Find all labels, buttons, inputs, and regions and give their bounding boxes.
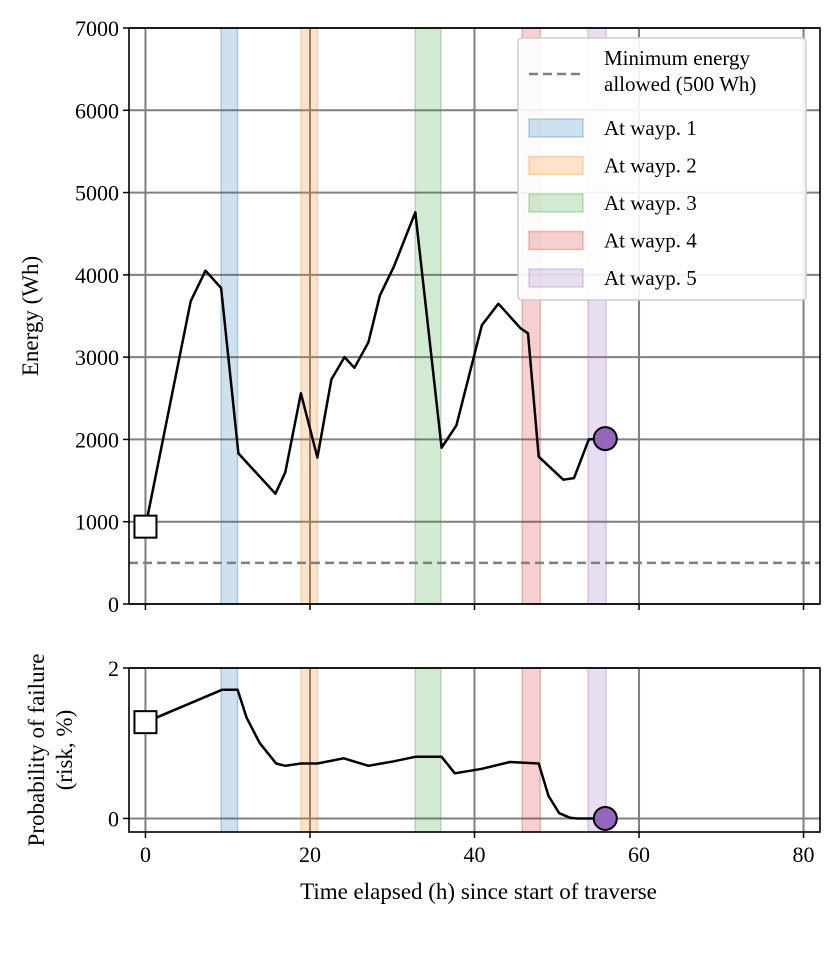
x-tick-label: 0 (140, 842, 151, 867)
waypoint-band-2 (301, 28, 317, 604)
y-axis-label-line-1: Probability of failure (24, 654, 49, 847)
end-marker (594, 807, 617, 830)
y-tick-label: 2 (108, 656, 119, 681)
start-marker (134, 711, 156, 733)
legend-label-2: At wayp. 2 (604, 154, 697, 178)
legend-swatch-2 (529, 157, 583, 175)
y-axis-label: Energy (Wh) (18, 256, 43, 376)
legend-swatch-5 (529, 269, 583, 287)
y-tick-label: 2000 (75, 427, 119, 452)
panel-1: 0 1000 2000 3000 4000 5000 6000 7000 Energy (Wh)… (18, 16, 820, 617)
legend-swatch-1 (529, 119, 583, 137)
start-marker (134, 516, 156, 538)
legend-swatch-3 (529, 194, 583, 212)
legend-label-4: At wayp. 4 (604, 229, 697, 253)
x-tick-label: 80 (793, 842, 815, 867)
y-tick-label: 4000 (75, 263, 119, 288)
y-tick-label: 7000 (75, 16, 119, 41)
y-tick-label: 5000 (75, 181, 119, 206)
legend-swatch-4 (529, 232, 583, 250)
y-axis-label-line-2: (risk, %) (52, 710, 77, 790)
waypoint-band-1 (221, 668, 237, 832)
legend-threshold-label-line-2: allowed (500 Wh) (604, 72, 756, 96)
y-tick-label: 0 (108, 592, 119, 617)
legend-label-5: At wayp. 5 (604, 266, 697, 290)
y-tick-label: 3000 (75, 345, 119, 370)
waypoint-band-2 (301, 668, 317, 832)
x-tick-label: 20 (299, 842, 321, 867)
legend-threshold-label-line-1: Minimum energy (604, 46, 751, 70)
legend-label-1: At wayp. 1 (604, 116, 697, 140)
x-tick-label: 60 (628, 842, 650, 867)
y-axis-label: Probability of failure(risk, %) (24, 654, 77, 847)
x-axis-label: Time elapsed (h) since start of traverse (300, 879, 657, 904)
legend-label-3: At wayp. 3 (604, 191, 697, 215)
waypoint-band-4 (522, 668, 540, 832)
x-tick-label: 40 (464, 842, 486, 867)
y-tick-label: 0 (108, 806, 119, 831)
end-marker (594, 427, 617, 450)
y-tick-label: 6000 (75, 98, 119, 123)
y-tick-label: 1000 (75, 510, 119, 535)
waypoint-band-3 (415, 668, 441, 832)
